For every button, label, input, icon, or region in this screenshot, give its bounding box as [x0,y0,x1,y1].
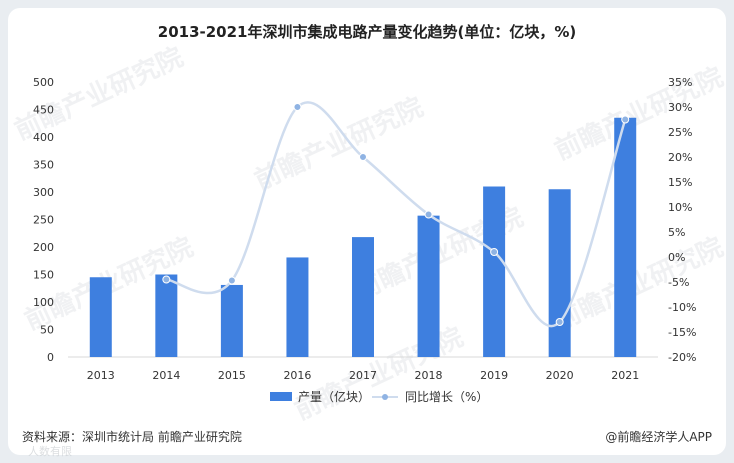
brand-credit: @前瞻经济学人APP [605,429,712,444]
left-axis-tick-label: 150 [33,269,54,282]
right-axis-tick-label: -10% [668,301,696,314]
left-axis-tick-label: 500 [33,76,54,89]
legend-line-label: 同比增长（%） [405,390,488,404]
watermark-2: 前瞻产业研究院 [250,91,428,196]
x-axis-tick-label: 2017 [349,369,377,382]
x-axis-tick-label: 2013 [87,369,115,382]
x-axis-tick-label: 2015 [218,369,246,382]
growth-point-2019 [490,248,499,256]
left-axis-tick-label: 250 [33,214,54,227]
growth-point-2014 [162,275,171,284]
bar-2020 [548,189,571,357]
right-axis-tick-label: 10% [668,201,692,214]
left-axis-tick-label: 200 [33,241,54,254]
growth-point-2018 [424,210,433,219]
legend-bar-label: 产量（亿块） [298,389,370,404]
bar-2013 [89,277,112,357]
bar-2015 [220,284,243,357]
right-axis-tick-label: 5% [668,226,685,239]
x-axis-tick-label: 2016 [283,369,311,382]
legend-line-marker [382,394,388,400]
growth-point-2017 [359,153,367,161]
bar-2018 [417,215,440,357]
bar-series [89,117,637,357]
right-axis-tick-label: 30% [668,101,692,114]
bar-2019 [483,186,506,357]
bar-2014 [155,274,178,357]
left-axis-tick-label: 50 [40,324,54,337]
x-axis-tick-label: 2019 [480,369,508,382]
left-axis-tick-label: 300 [33,186,54,199]
watermark-3: 前瞻产业研究院 [550,61,728,166]
source-note: 资料来源：深圳市统计局 前瞻产业研究院 [22,429,242,444]
left-axis-tick-label: 400 [33,131,54,144]
growth-point-2016 [293,103,302,111]
left-axis-tick-label: 350 [33,159,54,172]
x-axis: 2013 2014 2015 2016 2017 2018 2019 2020 2021 [87,369,639,382]
right-axis-tick-label: -15% [668,326,696,339]
line-series [162,101,630,327]
right-axis-tick-label: -20% [668,351,696,364]
right-axis-tick-label: 35% [668,76,692,89]
right-axis-tick-label: 15% [668,176,692,189]
bar-2017 [352,237,374,357]
growth-point-2015 [227,276,236,285]
bar-2021 [614,117,637,357]
right-axis: -20% -15% -10% -5% 0% 5% 10% 15% 20% 25% 30% 35% [668,76,696,364]
left-axis: 0 50 100 150 200 250 300 350 400 450 500 [33,76,54,364]
chart-title: 2013-2021年深圳市集成电路产量变化趋势(单位：亿块，%) [158,23,576,41]
watermark-6: 前瞻产业研究院 [550,231,728,336]
right-axis-tick-label: -5% [668,276,689,289]
left-axis-tick-label: 450 [33,104,54,117]
x-axis-tick-label: 2018 [415,369,443,382]
right-axis-tick-label: 0% [668,251,685,264]
x-axis-tick-label: 2021 [611,369,639,382]
left-axis-tick-label: 100 [33,296,54,309]
legend-bar-swatch [270,392,292,401]
right-axis-tick-label: 25% [668,126,692,139]
growth-point-2020 [555,318,564,326]
chart-card [8,8,726,455]
x-axis-tick-label: 2020 [546,369,574,382]
right-axis-tick-label: 20% [668,151,692,164]
x-axis-tick-label: 2014 [152,369,180,382]
left-axis-tick-label: 0 [47,351,54,364]
watermark-small: 人数有限 [28,444,72,458]
growth-point-2021 [621,115,630,124]
bar-2016 [286,257,309,357]
legend: 产量（亿块） 同比增长（%） [270,389,488,404]
